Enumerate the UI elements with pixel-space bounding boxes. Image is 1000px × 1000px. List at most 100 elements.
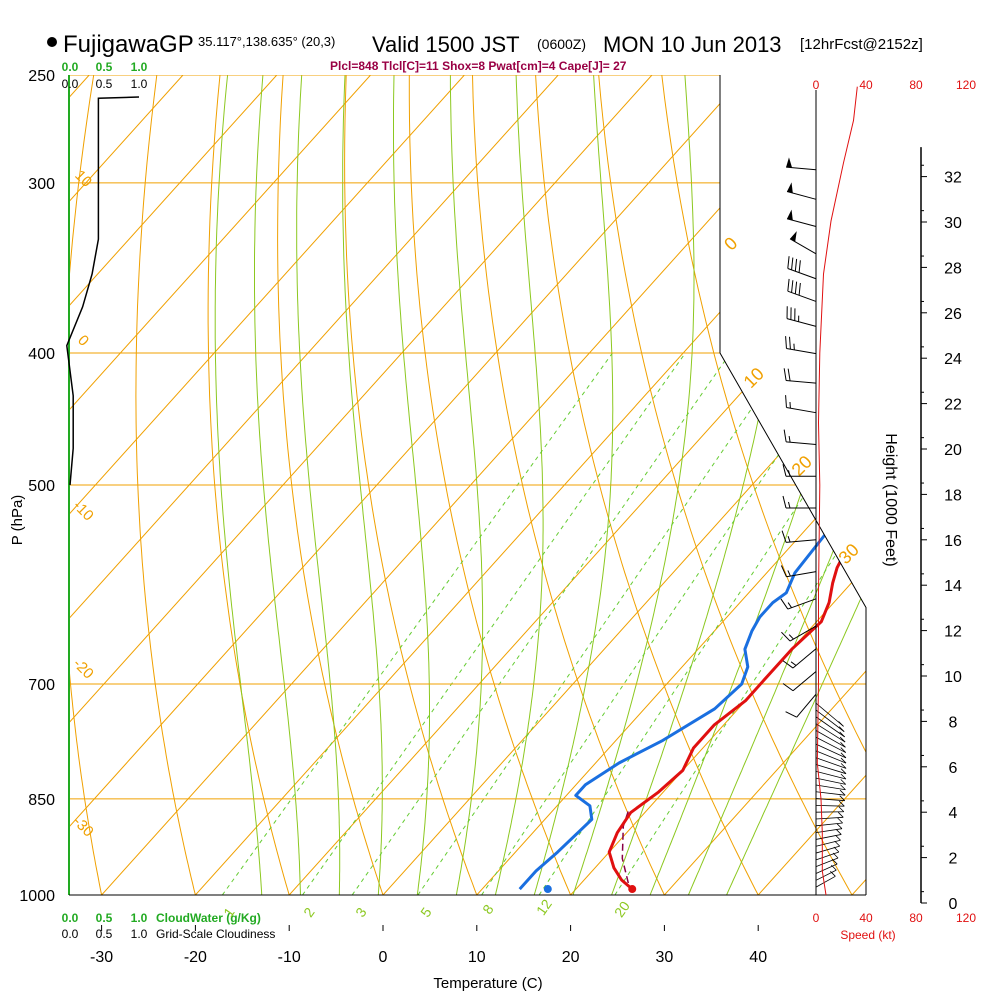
wind-barb-low	[815, 723, 846, 743]
wind-barb-low	[815, 709, 845, 732]
wind-barb-low	[815, 869, 837, 881]
wind-barb-staff	[787, 598, 817, 610]
wind-barb-flag	[794, 281, 798, 294]
pressure-tick-label: 700	[28, 677, 55, 694]
wind-barb-low	[815, 770, 847, 780]
temperature-tick-label: -20	[184, 949, 207, 966]
header: FujigawaGP 35.117°,138.635° (20,3) Valid…	[47, 31, 923, 73]
height-tick-label: 30	[944, 215, 962, 232]
forecast-info: [12hrFcst@2152z]	[800, 36, 923, 53]
wind-barb-low-flag	[830, 871, 836, 877]
height-tick-label: 32	[944, 170, 962, 187]
wind-barb-flag	[787, 368, 791, 381]
wind-barb	[782, 495, 816, 509]
cloud-water-tick-top: 0.5	[96, 60, 113, 74]
wind-barbs	[780, 157, 847, 888]
wind-barb-staff	[786, 191, 817, 200]
cloudiness-tick-bottom: 0.5	[96, 927, 113, 941]
wind-barb-low-flag	[835, 829, 842, 835]
moist-adiabat-line	[214, 75, 264, 895]
moist-adiabat-line	[713, 75, 866, 895]
wind-barb-low	[815, 791, 846, 796]
speed-profile-line	[816, 86, 858, 896]
wind-barb-pennant	[787, 209, 793, 221]
isotherm-line	[664, 75, 866, 895]
speed-tick-bottom: 80	[909, 911, 923, 925]
wind-barb-low-flag	[837, 812, 844, 818]
wind-barb	[781, 530, 817, 543]
wind-barb-flag	[788, 634, 794, 640]
dry-adiabat-line	[533, 75, 774, 895]
wind-barb-staff	[787, 290, 817, 302]
wind-barb-low-flag	[840, 757, 847, 764]
wind-barb-low-flag	[840, 742, 846, 748]
wind-barb	[783, 368, 817, 384]
wind-barb	[780, 565, 817, 578]
wind-barb-low-flag	[833, 846, 840, 853]
height-tick-label: 24	[944, 351, 962, 368]
temperature-tick-label: -30	[90, 949, 113, 966]
mixing-ratio-line	[614, 352, 866, 895]
wind-barb-flag	[791, 257, 794, 270]
temperature-tick-label: 0	[379, 949, 388, 966]
dry-adiabat-line	[344, 75, 489, 895]
wind-barb-low-flag	[838, 726, 845, 732]
isotherm-line	[69, 75, 278, 895]
isotherm-line	[69, 75, 371, 895]
cloudiness-tick-top: 1.0	[131, 77, 148, 91]
dry-adiabat-line	[658, 75, 866, 895]
wind-barb-pennant	[786, 157, 793, 168]
height-tick-label: 10	[944, 669, 962, 686]
pressure-axis-label: P (hPa)	[9, 495, 26, 546]
dry-adiabat-line	[596, 75, 866, 895]
pressure-tick-label: 500	[28, 478, 55, 495]
wind-barb-flag	[783, 429, 787, 442]
surface-dewpoint-marker	[543, 885, 552, 894]
moist-adiabat-line	[487, 75, 544, 895]
temperature-tick-label: 40	[749, 949, 767, 966]
wind-barb-staff	[786, 571, 817, 578]
plot-frame	[68, 75, 867, 896]
wind-barb-low-flag	[832, 852, 839, 859]
dewpoint-line	[518, 86, 866, 891]
wind-barb-low-flag	[840, 768, 847, 774]
speed-tick-top: 40	[859, 78, 873, 92]
zulu-time: (0600Z)	[537, 36, 586, 52]
wind-barb-low	[815, 716, 845, 738]
wind-barb-staff	[786, 218, 817, 228]
temperature-tick-label: 30	[656, 949, 674, 966]
wind-barb-staff	[786, 347, 817, 355]
wind-barb-flag	[787, 278, 790, 292]
wind-barb-low	[815, 784, 846, 791]
wind-barb	[782, 464, 816, 477]
cloud-water-label: CloudWater (g/Kg)	[156, 911, 261, 925]
cloudiness-tick-bottom: 1.0	[131, 927, 148, 941]
wind-barb	[782, 648, 817, 669]
wind-barb-flag	[787, 602, 792, 608]
wind-barb-low	[815, 816, 844, 820]
wind-barb-flag	[785, 395, 787, 408]
wind-barb-flag	[785, 711, 797, 718]
wind-barb-flag	[780, 598, 789, 610]
wind-barb-low	[815, 777, 846, 785]
dry-adiabat-line	[207, 75, 299, 895]
wind-barb	[787, 278, 817, 302]
wind-barb-pennant	[790, 231, 797, 242]
wind-barb-low	[815, 702, 844, 727]
wind-barb-low	[815, 863, 838, 874]
speed-tick-bottom: 120	[956, 911, 976, 925]
wind-barb-staff	[786, 406, 817, 414]
moist-adiabat-line	[393, 75, 430, 895]
wind-barb-low-flag	[839, 736, 846, 743]
wind-barb-low-flag	[839, 731, 845, 738]
plot-right-edge	[719, 75, 867, 895]
wind-barb-staff	[786, 441, 817, 445]
speed-tick-top: 0	[813, 78, 820, 92]
cloudiness-tick-bottom: 0.0	[62, 927, 79, 941]
wind-barb-low	[815, 851, 840, 861]
cloudiness-tick-top: 0.0	[62, 77, 79, 91]
wind-barb-low-flag	[838, 806, 845, 813]
wind-barb-low	[815, 757, 847, 769]
